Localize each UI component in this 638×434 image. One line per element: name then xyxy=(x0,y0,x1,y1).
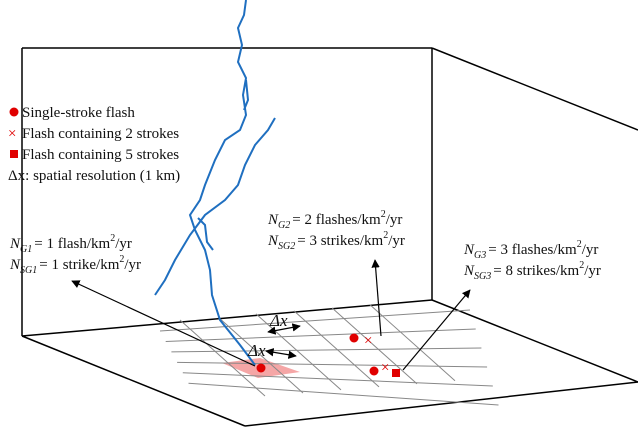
legend-marker xyxy=(10,150,18,158)
diagram: × × Δx Δx Single-stroke flash × Flash cont… xyxy=(0,0,638,429)
legend-label: Flash containing 2 strokes xyxy=(22,126,179,142)
annotation-sub: G2 xyxy=(278,220,290,231)
annotation-sub: SG1 xyxy=(20,265,37,276)
legend-label: Flash containing 5 strokes xyxy=(22,147,179,163)
annotation-sub: SG2 xyxy=(278,241,295,252)
grid-line xyxy=(183,373,493,386)
label: Flash containing 5 strokes xyxy=(22,147,179,163)
annotation: NG1= 1 flash/km2/yr xyxy=(9,233,132,255)
annotation-sub: SG3 xyxy=(474,271,491,282)
grid-label: Δx xyxy=(247,341,266,360)
annotation-text: = 3 strikes/km xyxy=(297,233,383,249)
annotation-tail: /yr xyxy=(584,263,601,279)
label: Flash containing 2 strokes xyxy=(22,126,179,142)
annotation-sub: G3 xyxy=(474,250,486,261)
label: Single-stroke flash xyxy=(22,105,135,121)
annotation-tail: /yr xyxy=(582,242,599,258)
legend-marker: × xyxy=(8,126,16,142)
legend: Single-stroke flash × Flash containing 2 s… xyxy=(8,105,180,184)
grid-label: Δx xyxy=(269,311,288,330)
svg-text:×: × xyxy=(364,333,372,349)
annotation-sub: G1 xyxy=(20,244,32,255)
label: : spatial resolution (1 km) xyxy=(25,168,180,184)
annotation: NSG1= 1 strike/km2/yr xyxy=(9,254,141,276)
annotation-text: = 1 flash/km xyxy=(34,236,110,252)
symbol: Δx xyxy=(8,168,26,184)
svg-text:×: × xyxy=(381,360,389,376)
annotation: NG3= 3 flashes/km2/yr xyxy=(463,239,598,261)
annotation-text: = 8 strikes/km xyxy=(493,263,579,279)
annotation-text: = 2 flashes/km xyxy=(292,212,381,228)
grid-line xyxy=(189,383,499,405)
legend-marker xyxy=(10,108,19,117)
annotation-tail: /yr xyxy=(115,236,132,252)
annotation: NSG2= 3 strikes/km2/yr xyxy=(267,230,405,252)
grid-line xyxy=(177,362,487,367)
legend-label: Δx: spatial resolution (1 km) xyxy=(8,168,180,184)
annotation: NG2= 2 flashes/km2/yr xyxy=(267,209,402,231)
annotation-tail: /yr xyxy=(124,257,141,273)
legend-label: Single-stroke flash xyxy=(22,105,135,121)
annotation-text: = 3 flashes/km xyxy=(488,242,577,258)
annotation-tail: /yr xyxy=(388,233,405,249)
annotation-tail: /yr xyxy=(386,212,403,228)
annotation: NSG3= 8 strikes/km2/yr xyxy=(463,260,601,282)
annotation-text: = 1 strike/km xyxy=(39,257,119,273)
